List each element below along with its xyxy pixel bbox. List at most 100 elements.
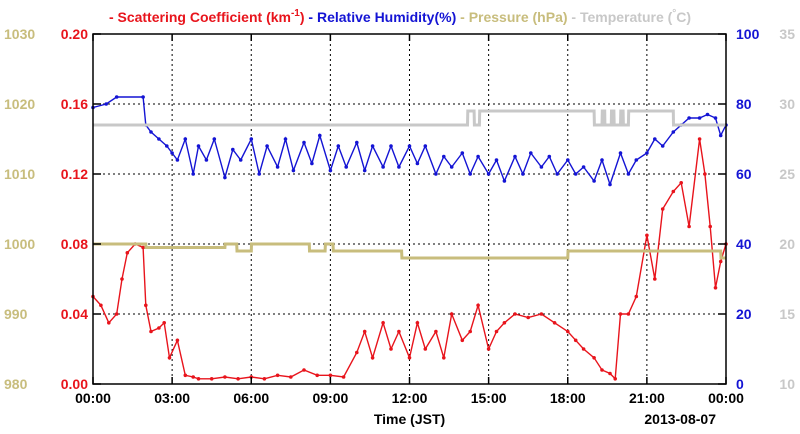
data-point-scattering (718, 259, 723, 264)
data-point-scattering (600, 368, 604, 372)
data-point-scattering (209, 377, 214, 381)
x-tick-label: 00:00 (75, 390, 111, 406)
data-point-scattering (389, 347, 393, 351)
data-point-scattering (362, 329, 367, 334)
y-tick-label-scattering: 0.16 (61, 96, 88, 112)
data-point-humidity (486, 172, 491, 176)
data-point-humidity (355, 140, 359, 145)
data-point-humidity (175, 158, 180, 162)
data-point-scattering (476, 303, 480, 308)
x-tick-label: 06:00 (233, 390, 269, 406)
legend-item-end: ) (300, 9, 305, 25)
data-point-humidity (397, 165, 401, 169)
data-point-humidity (581, 165, 586, 169)
chart-legend: - Scattering Coefficient (km-1) - Relati… (109, 8, 691, 25)
legend-item-scattering: - Scattering Coefficient (km (109, 9, 291, 25)
data-point-humidity (573, 172, 578, 176)
data-point-humidity (389, 144, 393, 148)
data-point-scattering (526, 315, 530, 320)
data-point-scattering (618, 312, 623, 316)
series-line-pressure (93, 242, 726, 260)
legend-superscript: -1 (291, 8, 300, 19)
data-point-humidity (539, 165, 544, 169)
data-point-humidity (460, 151, 465, 155)
data-point-humidity (191, 172, 195, 176)
y-tick-label-pressure: 1030 (4, 26, 35, 42)
data-point-humidity (149, 130, 153, 134)
data-point-scattering (114, 312, 119, 316)
data-point-scattering (713, 286, 718, 290)
legend-item-pressure: - Pressure (hPa) (456, 9, 567, 25)
data-point-humidity (291, 168, 296, 173)
data-point-scattering (223, 375, 227, 379)
data-point-scattering (581, 347, 586, 351)
y-tick-label-humidity: 100 (736, 26, 760, 42)
data-point-humidity (114, 95, 119, 99)
data-point-scattering (157, 326, 161, 330)
data-point-scattering (162, 321, 166, 325)
data-point-humidity (238, 158, 243, 162)
chart-series (91, 95, 728, 381)
series-humidity (91, 95, 728, 187)
data-point-humidity (257, 172, 262, 176)
x-tick-label: 00:00 (708, 390, 744, 406)
data-point-humidity (310, 161, 314, 166)
data-point-scattering (513, 312, 517, 316)
y-tick-label-temperature: 15 (779, 306, 795, 322)
y-tick-label-pressure: 1020 (4, 96, 35, 112)
x-tick-label: 21:00 (629, 390, 665, 406)
data-point-humidity (600, 158, 604, 162)
data-point-scattering (679, 181, 683, 185)
data-point-scattering (449, 312, 454, 316)
y-tick-label-humidity: 0 (736, 376, 744, 392)
data-point-scattering (99, 303, 103, 308)
data-point-scattering (149, 329, 153, 334)
data-point-humidity (626, 172, 631, 176)
data-point-humidity (283, 137, 288, 141)
y-tick-label-humidity: 80 (736, 96, 752, 112)
data-point-humidity (434, 172, 438, 176)
y-tick-label-humidity: 60 (736, 166, 752, 182)
legend-item-temperature: - Temperature ( (568, 9, 673, 25)
data-point-humidity (344, 165, 349, 169)
data-point-scattering (191, 375, 195, 379)
x-tick-label: 15:00 (471, 390, 507, 406)
series-line-scattering (92, 138, 727, 381)
legend-degree: ° (672, 8, 676, 19)
data-point-scattering (196, 377, 201, 381)
series-scattering (91, 137, 728, 381)
data-point-humidity (697, 116, 702, 120)
data-point-humidity (671, 130, 676, 134)
legend-text: - Scattering Coefficient (km-1) - Relati… (109, 8, 691, 25)
series-line-temperature (93, 109, 726, 127)
data-point-scattering (645, 233, 649, 238)
y-tick-label-scattering: 0.20 (61, 26, 88, 42)
data-point-scattering (183, 373, 188, 378)
y-tick-label-pressure: 990 (4, 306, 28, 322)
data-point-scattering (328, 373, 333, 378)
data-point-humidity (223, 175, 227, 180)
y-tick-label-temperature: 30 (779, 96, 795, 112)
y-tick-label-humidity: 20 (736, 306, 752, 322)
series-pressure (93, 242, 726, 260)
data-point-humidity (370, 144, 375, 148)
x-tick-label: 09:00 (312, 390, 348, 406)
data-point-humidity (183, 137, 188, 141)
data-point-humidity (423, 144, 428, 148)
y-tick-label-pressure: 1000 (4, 236, 35, 252)
data-point-humidity (660, 144, 665, 148)
data-point-scattering (107, 321, 111, 325)
data-point-humidity (713, 116, 718, 120)
data-point-scattering (341, 375, 346, 379)
data-point-scattering (468, 329, 473, 334)
data-point-scattering (434, 329, 438, 334)
y-tick-label-scattering: 0.00 (61, 376, 88, 392)
data-point-humidity (407, 144, 412, 148)
y-tick-label-pressure: 1010 (4, 166, 35, 182)
y-tick-label-scattering: 0.04 (61, 306, 88, 322)
data-point-humidity (547, 154, 552, 159)
data-point-humidity (494, 158, 499, 162)
y-tick-label-humidity: 40 (736, 236, 752, 252)
data-point-scattering (236, 377, 240, 381)
